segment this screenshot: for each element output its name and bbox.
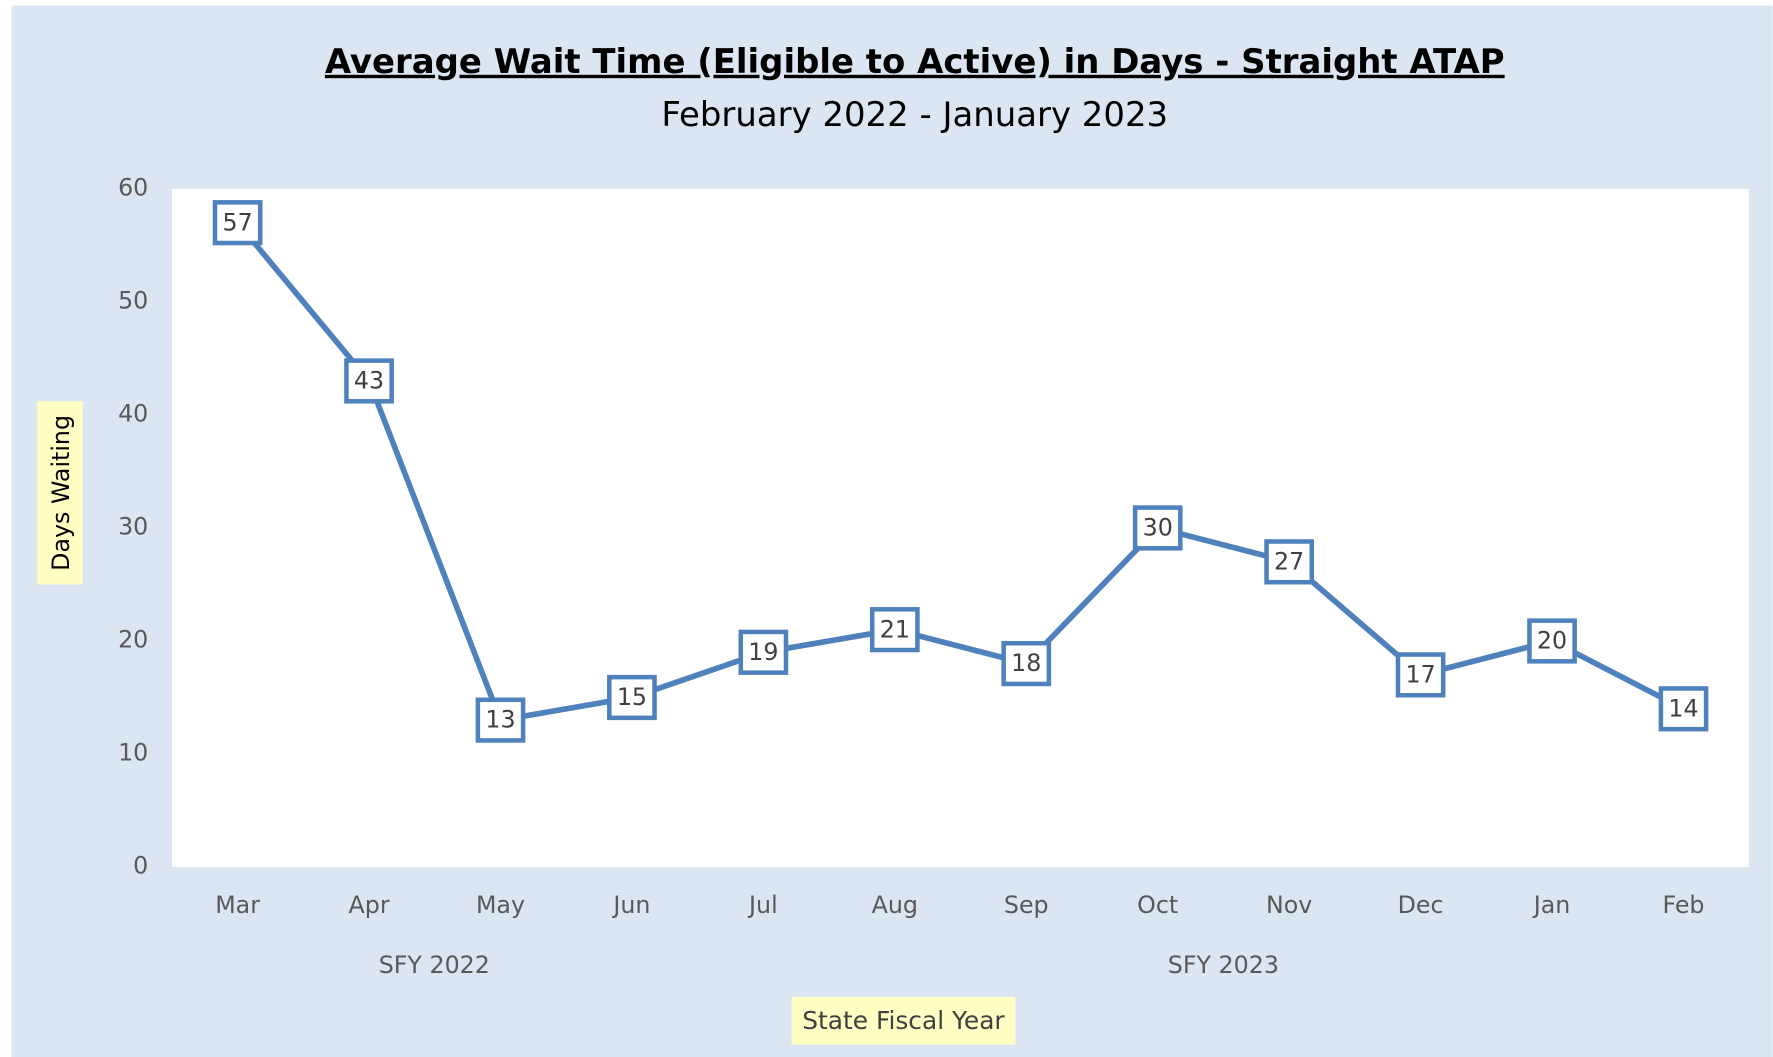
x-tick-label: Jul [747,891,778,919]
x-tick-label: Jun [611,891,650,919]
data-label: 30 [1143,514,1173,542]
data-point [1395,652,1446,698]
data-label: 14 [1668,694,1698,722]
data-point [475,697,526,743]
data-point [1264,539,1315,585]
x-tick-label: Jan [1532,891,1571,919]
y-tick-label: 20 [118,625,148,653]
data-point [869,607,920,653]
y-tick-label: 10 [118,739,148,767]
data-label: 13 [485,706,515,734]
x-tick-label: Dec [1398,891,1444,919]
y-tick-label: 60 [118,173,148,201]
y-tick-label: 40 [118,399,148,427]
x-tick-label: Apr [349,891,390,919]
data-point [607,674,657,721]
x-tick-label: Feb [1662,891,1704,919]
x-tick-label: Nov [1266,891,1312,919]
plot-area [172,188,1750,868]
x-label-box [791,997,1016,1045]
data-label: 27 [1274,547,1304,575]
data-label: 21 [880,615,910,643]
data-label: 19 [748,638,778,666]
data-label: 20 [1537,627,1567,655]
y-label-box [37,401,83,585]
data-point [1001,640,1052,687]
y-tick-label: 0 [133,852,148,880]
x-group-label: SFY 2023 [1168,951,1279,979]
chart-title: Average Wait Time (Eligible to Active) i… [325,42,1505,81]
data-point [212,200,263,246]
data-label: 57 [223,208,253,236]
x-tick-label: Oct [1137,891,1178,919]
data-point [344,358,394,404]
data-label: 43 [354,367,384,395]
data-label: 18 [1011,649,1041,677]
y-axis-label: Days Waiting [47,415,75,571]
x-tick-label: May [476,891,525,919]
data-point [1527,618,1577,664]
x-tick-label: Sep [1004,891,1049,919]
x-group-label: SFY 2022 [379,951,490,979]
x-tick-label: Aug [872,891,918,919]
data-point [738,629,789,675]
x-tick-label: Mar [215,891,260,919]
data-label: 15 [617,683,647,711]
data-point [1658,686,1709,732]
x-axis-label: State Fiscal Year [802,1006,1005,1035]
chart-subtitle: February 2022 - January 2023 [661,95,1168,134]
data-label: 17 [1405,661,1435,689]
data-point [1132,505,1183,551]
y-tick-label: 30 [118,512,148,540]
y-tick-label: 50 [118,286,148,314]
